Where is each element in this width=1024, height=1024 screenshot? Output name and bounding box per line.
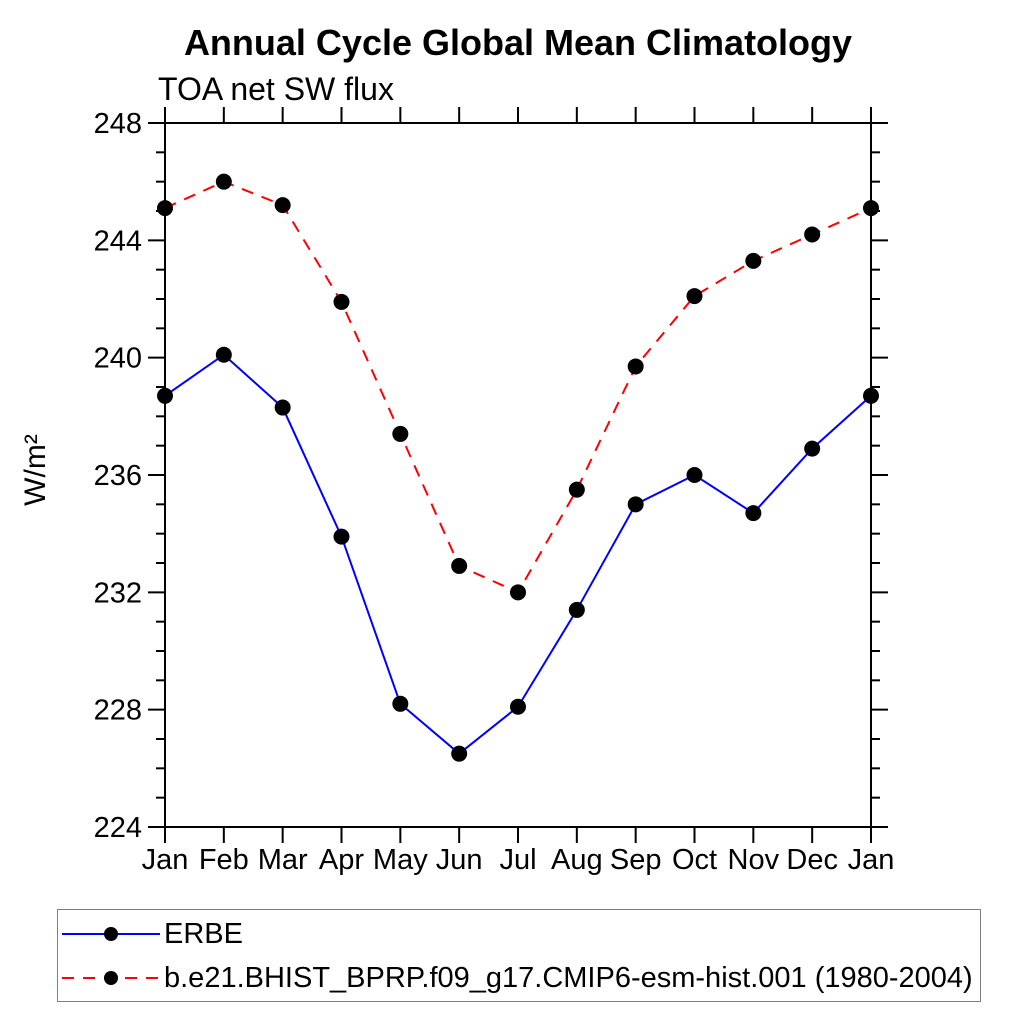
data-point-marker — [392, 695, 409, 712]
data-point-marker — [392, 425, 409, 442]
legend-sample-marker — [104, 927, 118, 941]
y-tick-label: 236 — [94, 460, 142, 492]
data-point-marker — [686, 288, 703, 305]
data-point-marker — [804, 226, 821, 243]
data-point-marker — [627, 496, 644, 513]
series-line-0 — [164, 353, 872, 755]
legend: ERBE b.e21.BHIST_BPRP.f09_g17.CMIP6-esm-… — [57, 909, 981, 1002]
x-tick-label: Jan — [142, 844, 189, 876]
y-tick-label: 248 — [94, 108, 142, 140]
legend-label-model: b.e21.BHIST_BPRP.f09_g17.CMIP6-esm-hist.… — [164, 962, 973, 994]
x-tick-label: Apr — [319, 844, 364, 876]
y-tick-label: 224 — [94, 812, 142, 844]
x-tick-label: Nov — [728, 844, 780, 876]
data-point-marker — [745, 252, 762, 269]
data-point-marker — [333, 528, 350, 545]
data-point-marker — [510, 698, 526, 715]
data-point-marker — [215, 173, 232, 190]
data-point-marker — [686, 467, 703, 483]
data-point-marker — [215, 346, 232, 363]
y-tick-label: 232 — [94, 577, 142, 609]
chart-title: Annual Cycle Global Mean Climatology — [183, 22, 853, 63]
legend-item-model: b.e21.BHIST_BPRP.f09_g17.CMIP6-esm-hist.… — [58, 956, 973, 1000]
y-tick-label: 240 — [94, 343, 142, 375]
x-tick-label: Aug — [551, 844, 603, 876]
data-point-marker — [274, 399, 291, 416]
x-tick-label: May — [373, 844, 428, 876]
data-point-marker — [863, 387, 879, 404]
y-tick-label: 228 — [94, 695, 142, 727]
chart-subtitle: TOA net SW flux — [158, 71, 394, 107]
series-line-1 — [164, 180, 872, 594]
legend-label-erbe: ERBE — [164, 918, 243, 950]
data-point-marker — [451, 745, 468, 762]
data-point-marker — [157, 387, 173, 404]
x-tick-label: Feb — [199, 844, 249, 876]
data-point-marker — [568, 481, 585, 498]
data-point-marker — [157, 200, 173, 217]
x-tick-label: Sep — [610, 844, 662, 876]
x-tick-label: Jun — [436, 844, 483, 876]
data-point-marker — [804, 440, 821, 457]
data-point-marker — [568, 601, 585, 618]
legend-line-sample-erbe — [62, 927, 160, 941]
data-point-marker — [745, 505, 762, 522]
data-point-marker — [863, 200, 879, 217]
x-tick-label: Dec — [786, 844, 838, 876]
legend-sample-marker — [104, 971, 118, 985]
x-tick-label: Oct — [672, 844, 717, 876]
data-point-marker — [274, 197, 291, 214]
x-tick-label: Mar — [258, 844, 308, 876]
data-point-marker — [333, 293, 350, 310]
y-tick-label: 244 — [94, 225, 142, 257]
data-point-marker — [510, 584, 526, 601]
x-tick-label: Jan — [848, 844, 895, 876]
legend-line-sample-model — [62, 971, 160, 985]
data-point-marker — [627, 358, 644, 375]
legend-item-erbe: ERBE — [58, 912, 243, 956]
x-tick-label: Jul — [499, 844, 536, 876]
data-point-marker — [451, 557, 468, 574]
